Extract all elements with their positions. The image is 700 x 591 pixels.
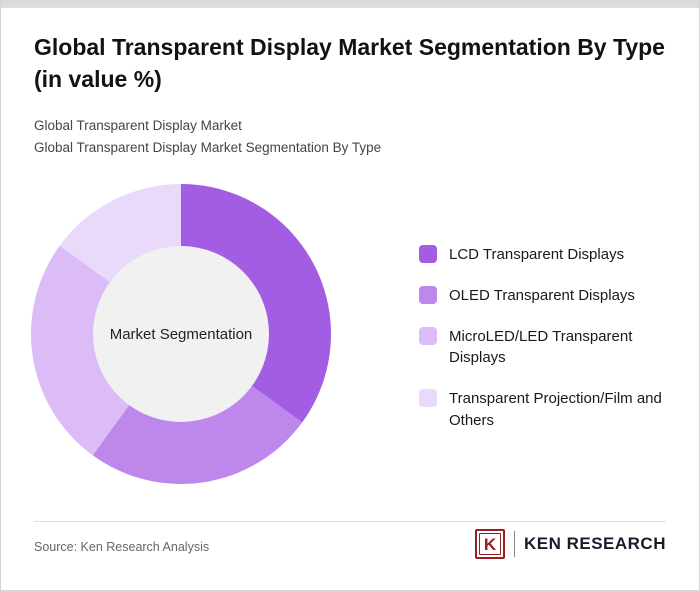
logo-separator: [513, 531, 515, 557]
legend-swatch-projection: [419, 389, 437, 407]
legend-label-projection: Transparent Projection/Film and Others: [449, 390, 662, 429]
legend-label-microled: MicroLED/LED Transparent Displays: [449, 327, 633, 367]
donut-chart-container: Market Segmentation: [31, 184, 331, 484]
chart-legend: LCD Transparent Displays OLED Transparen…: [419, 244, 669, 432]
brand-initial: K: [483, 534, 497, 554]
footer-divider: [34, 521, 666, 522]
subtitle-line-2: Global Transparent Display Market Segmen…: [34, 139, 382, 155]
legend-swatch-lcd: [419, 245, 437, 263]
subtitle-block: Global Transparent Display Market Global…: [34, 115, 381, 158]
legend-swatch-microled: [419, 326, 437, 345]
ken-research-emblem-icon: K: [474, 529, 505, 559]
legend-item: Transparent Projection/Film and Others: [419, 388, 669, 432]
legend-item: LCD Transparent Displays: [419, 244, 669, 266]
page-title: Global Transparent Display Market Segmen…: [34, 34, 665, 93]
donut-center-label: Market Segmentation: [109, 325, 253, 343]
legend-swatch-oled: [419, 285, 437, 304]
subtitle-line-1: Global Transparent Display Market: [34, 118, 242, 133]
legend-label-lcd: LCD Transparent Displays: [449, 246, 625, 263]
brand-name: KEN RESEARCH: [523, 534, 666, 553]
legend-item: OLED Transparent Displays: [419, 285, 669, 307]
donut-center: Market Segmentation: [93, 246, 269, 422]
legend-label-oled: OLED Transparent Displays: [449, 286, 635, 304]
source-note: Source: Ken Research Analysis: [34, 540, 210, 554]
window-top-strip: [1, 1, 699, 8]
ken-research-logo: K KEN RESEARCH: [474, 529, 666, 559]
legend-item: MicroLED/LED Transparent Displays: [419, 326, 669, 370]
